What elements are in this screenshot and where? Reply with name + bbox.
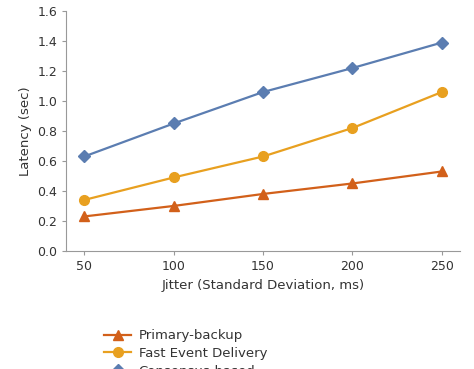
Consensus-based [171,121,176,126]
Primary-backup [260,192,266,196]
Fast Event Delivery [260,154,266,159]
Y-axis label: Latency (sec): Latency (sec) [19,86,32,176]
Fast Event Delivery [171,175,176,180]
Fast Event Delivery [82,198,87,202]
Primary-backup [439,169,445,174]
X-axis label: Jitter (Standard Deviation, ms): Jitter (Standard Deviation, ms) [162,279,365,292]
Consensus-based [439,40,445,45]
Fast Event Delivery [439,90,445,94]
Consensus-based [260,90,266,94]
Consensus-based [350,66,356,70]
Fast Event Delivery [350,126,356,130]
Consensus-based [82,154,87,159]
Line: Consensus-based: Consensus-based [80,38,446,161]
Legend: Primary-backup, Fast Event Delivery, Consensus-based: Primary-backup, Fast Event Delivery, Con… [104,330,267,369]
Line: Primary-backup: Primary-backup [79,167,447,221]
Primary-backup [171,204,176,208]
Line: Fast Event Delivery: Fast Event Delivery [79,87,447,205]
Primary-backup [82,214,87,219]
Primary-backup [350,181,356,186]
